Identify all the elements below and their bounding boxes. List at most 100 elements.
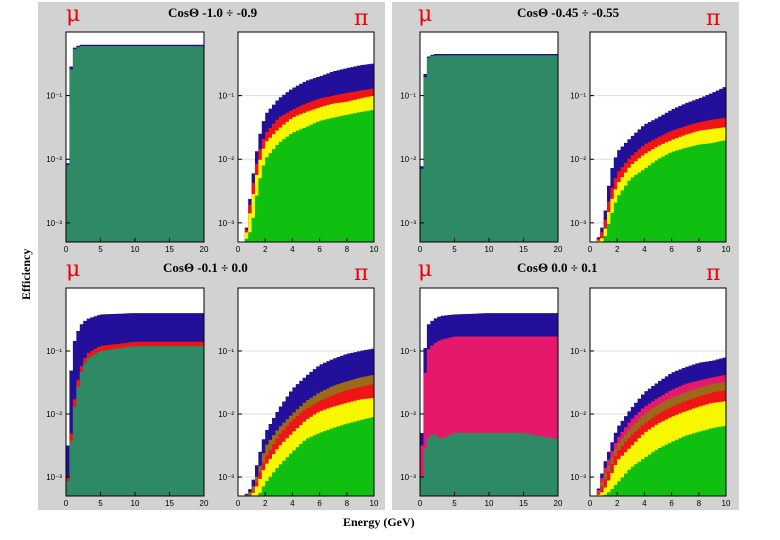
- plot-6-xtick-label: 20: [554, 499, 563, 508]
- panel-1-pi-symbol: π: [706, 6, 720, 31]
- plot-5: 0 2 4 6 8 10 10⁻¹ 10⁻² 10⁻³: [218, 287, 379, 508]
- panel-3-pi-symbol: π: [706, 261, 720, 286]
- plot-7: 0 2 4 6 8 10 10⁻¹ 10⁻² 10⁻³: [570, 287, 731, 508]
- plot-7-ytick-label: 10⁻³: [570, 473, 586, 482]
- plot-2-xtick-label: 15: [519, 245, 528, 254]
- plot-1-series-green: [238, 110, 374, 243]
- plot-4-ytick-label: 10⁻³: [46, 473, 62, 482]
- plot-7-series-green: [590, 426, 726, 496]
- plot-1-xtick-label: 4: [290, 245, 295, 254]
- plot-3: 0 2 4 6 8 10 10⁻¹ 10⁻² 10⁻³: [570, 31, 731, 254]
- plot-7-xtick-label: 8: [697, 499, 702, 508]
- plot-0-xtick-label: 15: [165, 245, 174, 254]
- plot-0: 0 5 10 15 20 10⁻¹ 10⁻² 10⁻³: [46, 31, 209, 254]
- panel-1-title: CosΘ -0.45 ÷ -0.55: [517, 5, 620, 20]
- plot-2-series-teal: [420, 55, 558, 242]
- plot-0-xtick-label: 5: [98, 245, 103, 254]
- plot-3-border: [589, 31, 727, 243]
- plot-4-xtick-label: 15: [165, 499, 174, 508]
- plot-7-ytick-label: 10⁻¹: [570, 347, 586, 356]
- plot-6-ytick-label: 10⁻²: [400, 410, 416, 419]
- plot-2-xtick-label: 10: [485, 245, 494, 254]
- plot-2-ytick-label: 10⁻²: [400, 155, 416, 164]
- plot-5-xtick-label: 10: [370, 499, 379, 508]
- plot-6: 0 5 10 15 20 10⁻¹ 10⁻² 10⁻³: [400, 287, 563, 508]
- plot-6-ytick-label: 10⁻¹: [400, 347, 416, 356]
- x-axis-title: Energy (GeV): [343, 515, 415, 529]
- panel-0-title: CosΘ -1.0 ÷ -0.9: [168, 5, 258, 20]
- plot-6-series-teal: [420, 432, 558, 496]
- plot-0-ytick-label: 10⁻¹: [46, 92, 62, 101]
- plot-5-xtick-label: 8: [345, 499, 350, 508]
- plot-3-series-green: [590, 140, 726, 242]
- plot-1-xtick-label: 0: [236, 245, 241, 254]
- plot-5-xtick-label: 0: [236, 499, 241, 508]
- plot-5-ytick-label: 10⁻³: [218, 473, 234, 482]
- plot-7-xtick-label: 0: [588, 499, 593, 508]
- plot-3-xtick-label: 6: [669, 245, 674, 254]
- panel-0-pi-symbol: π: [354, 6, 368, 31]
- plot-5-ytick-label: 10⁻¹: [218, 347, 234, 356]
- plot-7-border: [589, 287, 727, 497]
- plot-2-ytick-label: 10⁻³: [400, 219, 416, 228]
- plot-2: 0 5 10 15 20 10⁻¹ 10⁻² 10⁻³: [400, 31, 563, 254]
- plot-4-xtick-label: 0: [64, 499, 69, 508]
- plot-0-xtick-label: 10: [131, 245, 140, 254]
- plot-6-xtick-label: 0: [418, 499, 423, 508]
- plot-7-xtick-label: 4: [642, 499, 647, 508]
- plot-2-xtick-label: 0: [418, 245, 423, 254]
- plot-1-ytick-label: 10⁻¹: [218, 92, 234, 101]
- plot-5-border: [237, 287, 375, 497]
- plot-6-xtick-label: 5: [452, 499, 457, 508]
- plot-2-xtick-label: 20: [554, 245, 563, 254]
- plot-1-xtick-label: 8: [345, 245, 350, 254]
- plot-4-xtick-label: 5: [98, 499, 103, 508]
- plot-4-xtick-label: 20: [200, 499, 209, 508]
- plot-0-ytick-label: 10⁻³: [46, 219, 62, 228]
- y-axis-title: Efficiency: [19, 249, 33, 300]
- plot-7-xtick-label: 2: [615, 499, 620, 508]
- plot-3-ytick-label: 10⁻²: [570, 155, 586, 164]
- panel-3-mu-symbol: μ: [418, 257, 432, 282]
- plot-4-xtick-label: 10: [131, 499, 140, 508]
- plot-2-ytick-label: 10⁻¹: [400, 92, 416, 101]
- plot-0-series-teal: [66, 46, 204, 242]
- plot-7-xtick-label: 6: [669, 499, 674, 508]
- plot-1: 0 2 4 6 8 10 10⁻¹ 10⁻² 10⁻³: [218, 31, 379, 254]
- plot-7-ytick-label: 10⁻²: [570, 410, 586, 419]
- plot-7-xtick-label: 10: [722, 499, 731, 508]
- plot-6-ytick-label: 10⁻³: [400, 473, 416, 482]
- panel-2-mu-symbol: μ: [66, 257, 80, 282]
- plot-3-ytick-label: 10⁻³: [570, 219, 586, 228]
- plot-5-series-green: [238, 417, 374, 496]
- panel-1-mu-symbol: μ: [418, 2, 432, 27]
- plot-1-xtick-label: 10: [370, 245, 379, 254]
- plot-4-series-teal: [66, 346, 204, 496]
- plot-6-xtick-label: 10: [485, 499, 494, 508]
- plot-3-ytick-label: 10⁻¹: [570, 92, 586, 101]
- plot-6-xtick-label: 15: [519, 499, 528, 508]
- plot-4-ytick-label: 10⁻²: [46, 410, 62, 419]
- panel-2-pi-symbol: π: [354, 261, 368, 286]
- plot-1-ytick-label: 10⁻²: [218, 155, 234, 164]
- plot-4: 0 5 10 15 20 10⁻¹ 10⁻² 10⁻³: [46, 287, 209, 508]
- plot-0-xtick-label: 20: [200, 245, 209, 254]
- plot-5-xtick-label: 2: [263, 499, 268, 508]
- plot-5-ytick-label: 10⁻²: [218, 410, 234, 419]
- plot-5-xtick-label: 6: [317, 499, 322, 508]
- plot-1-border: [237, 31, 375, 243]
- plot-5-xtick-label: 4: [290, 499, 295, 508]
- panel-2-title: CosΘ -0.1 ÷ 0.0: [163, 260, 248, 275]
- plot-1-ytick-label: 10⁻³: [218, 219, 234, 228]
- plot-4-ytick-label: 10⁻¹: [46, 347, 62, 356]
- plot-3-xtick-label: 0: [588, 245, 593, 254]
- plot-3-xtick-label: 4: [642, 245, 647, 254]
- plot-1-xtick-label: 6: [317, 245, 322, 254]
- plot-1-xtick-label: 2: [263, 245, 268, 254]
- plot-0-ytick-label: 10⁻²: [46, 155, 62, 164]
- plot-2-xtick-label: 5: [452, 245, 457, 254]
- panel-0-mu-symbol: μ: [66, 2, 80, 27]
- panel-3-title: CosΘ 0.0 ÷ 0.1: [517, 260, 597, 275]
